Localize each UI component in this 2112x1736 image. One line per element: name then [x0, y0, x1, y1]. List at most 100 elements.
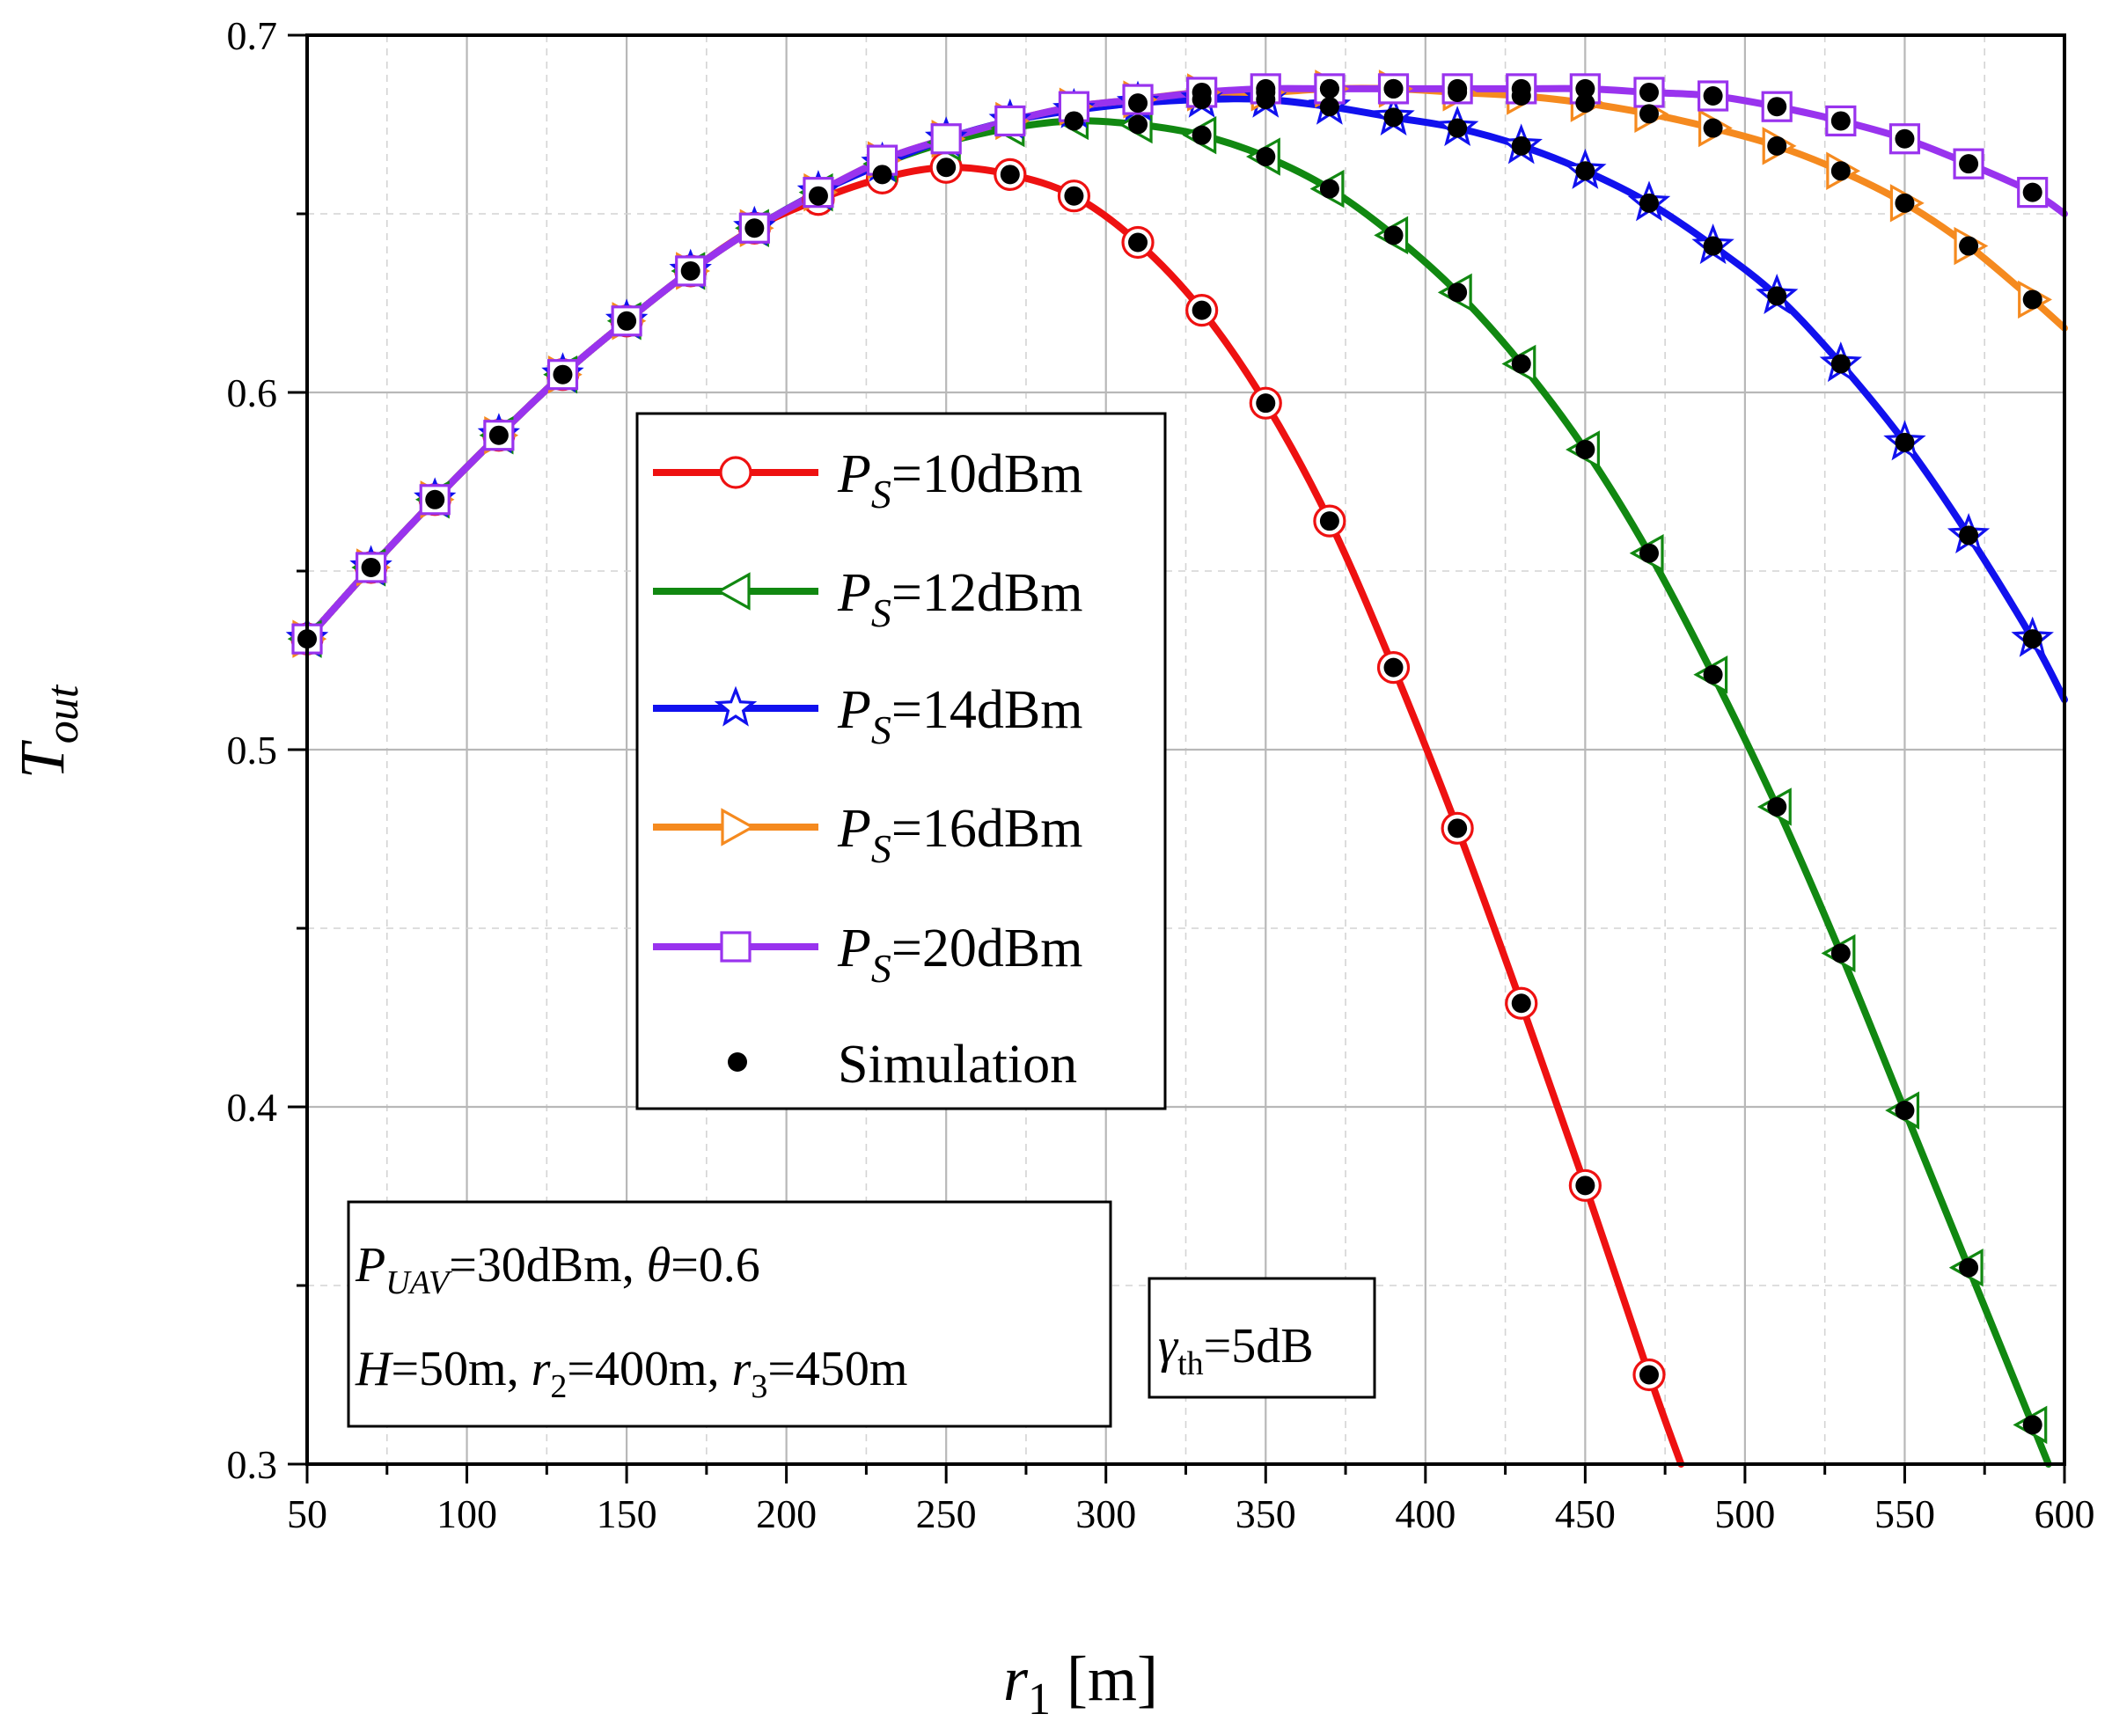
simulation-point: [1128, 114, 1148, 135]
simulation-point: [1575, 1176, 1595, 1196]
simulation-point: [1319, 78, 1339, 99]
simulation-point: [2022, 629, 2042, 649]
y-tick-label: 0.6: [227, 370, 278, 415]
legend-marker-5: [720, 931, 752, 963]
simulation-point: [2022, 289, 2042, 310]
simulation-point: [1319, 97, 1339, 117]
simulation-point: [1192, 125, 1212, 145]
simulation-point: [1703, 236, 1723, 256]
x-tick-label: 200: [756, 1491, 817, 1536]
legend-label-1: PS=10dBm: [837, 444, 1082, 516]
simulation-point: [1639, 193, 1659, 213]
threshold-box: γth=5dB: [1148, 1277, 1376, 1399]
simulation-point: [1830, 111, 1851, 131]
legend-label-4: PS=16dBm: [837, 799, 1082, 871]
simulation-point: [1575, 439, 1595, 459]
simulation-point: [1319, 179, 1339, 199]
simulation-point: [1192, 300, 1212, 320]
simulation-point: [1639, 543, 1659, 563]
legend-marker-1: [719, 456, 752, 489]
simulation-point: [1448, 118, 1468, 138]
y-tick-label: 0.4: [227, 1085, 278, 1130]
x-tick-label: 50: [287, 1491, 327, 1536]
simulation-point: [744, 218, 765, 238]
series-5-marker: [930, 123, 962, 155]
simulation-point: [1959, 525, 1979, 546]
parameters-box: PUAV=30dBm, θ=0.6 H=50m, r2=400m, r3=450…: [347, 1200, 1112, 1428]
simulation-points: [297, 78, 2042, 1435]
simulation-point: [1448, 282, 1468, 303]
legend-item-2: PS=12dBm: [653, 563, 1082, 635]
simulation-point: [1895, 1101, 1915, 1121]
legend-item-1: PS=10dBm: [653, 444, 1082, 516]
legend-label-5: PS=20dBm: [837, 919, 1082, 991]
simulation-point: [425, 489, 445, 509]
simulation-point: [1959, 236, 1979, 256]
simulation-point: [1383, 78, 1404, 99]
simulation-point: [1383, 225, 1404, 245]
simulation-point: [1383, 657, 1404, 678]
legend-label-simulation: Simulation: [838, 1035, 1077, 1095]
simulation-point: [1895, 128, 1915, 149]
simulation-point: [1064, 111, 1084, 131]
parameters-line-1: PUAV=30dBm, θ=0.6: [355, 1238, 760, 1301]
x-tick-label: 400: [1395, 1491, 1456, 1536]
simulation-point: [1895, 193, 1915, 213]
simulation-point: [488, 425, 509, 445]
x-tick-label: 450: [1555, 1491, 1616, 1536]
x-tick-label: 100: [436, 1491, 497, 1536]
x-tick-label: 500: [1714, 1491, 1775, 1536]
simulation-point: [1575, 93, 1595, 114]
simulation-point: [1575, 78, 1595, 99]
legend-marker-4: [721, 808, 756, 846]
simulation-point: [1767, 796, 1787, 817]
x-axis-title: r1 [m]: [1003, 1644, 1158, 1725]
simulation-point: [1511, 136, 1531, 156]
series-5-marker: [994, 105, 1026, 137]
simulation-point: [1448, 818, 1468, 839]
simulation-point: [1383, 107, 1404, 128]
simulation-point: [1511, 78, 1531, 99]
simulation-point: [361, 557, 381, 577]
simulation-point: [872, 165, 892, 185]
x-tick-label: 250: [916, 1491, 977, 1536]
legend-marker-3: [714, 685, 758, 727]
simulation-point: [1000, 165, 1020, 185]
simulation-point: [1575, 161, 1595, 181]
simulation-point: [1256, 147, 1276, 167]
simulation-point: [1767, 97, 1787, 117]
simulation-point: [1639, 82, 1659, 102]
legend-item-simulation: Simulation: [728, 1035, 1077, 1095]
x-tick-label: 300: [1075, 1491, 1136, 1536]
simulation-point: [1128, 93, 1148, 114]
simulation-point: [1703, 86, 1723, 106]
simulation-point: [808, 186, 828, 206]
simulation-point: [1319, 511, 1339, 531]
threshold-label: γth=5dB: [1158, 1319, 1314, 1382]
simulation-point: [2022, 182, 2042, 202]
simulation-point: [1703, 118, 1723, 138]
simulation-point: [1767, 286, 1787, 306]
simulation-point: [1830, 354, 1851, 374]
x-tick-label: 150: [597, 1491, 657, 1536]
simulation-point: [1703, 664, 1723, 685]
parameters-line-2: H=50m, r2=400m, r3=450m: [355, 1342, 907, 1405]
legend-box: [635, 412, 1167, 1110]
legend-label-2: PS=12dBm: [837, 563, 1082, 635]
simulation-point: [1256, 78, 1276, 99]
simulation-point: [1639, 1365, 1659, 1385]
parameters-box-frame: [347, 1200, 1112, 1428]
x-tick-label: 600: [2035, 1491, 2095, 1536]
simulation-point: [617, 311, 637, 331]
legend-label-3: PS=14dBm: [837, 680, 1082, 752]
legend-item-4: PS=16dBm: [653, 799, 1082, 871]
legend: PS=10dBm PS=12dBm PS=14dBm PS=16dBm PS=20dBm…: [635, 412, 1167, 1110]
simulation-point: [2022, 1415, 2042, 1435]
simulation-point: [1767, 136, 1787, 156]
x-tick-label: 550: [1874, 1491, 1935, 1536]
y-tick-label: 0.7: [227, 13, 278, 58]
legend-item-5: PS=20dBm: [653, 919, 1082, 991]
simulation-point: [1830, 161, 1851, 181]
simulation-point: [1448, 78, 1468, 99]
